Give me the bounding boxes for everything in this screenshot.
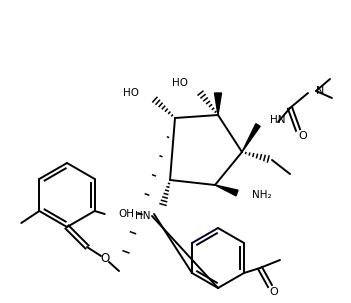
Text: O: O [270,287,278,297]
Text: O: O [100,252,110,265]
Text: NH₂: NH₂ [252,190,272,200]
Text: HN: HN [134,211,150,221]
Text: HO: HO [123,88,139,98]
Polygon shape [215,185,238,196]
Polygon shape [242,124,260,152]
Text: N: N [316,86,324,96]
Text: HO: HO [172,78,188,88]
Text: HN: HN [270,115,285,125]
Text: OH: OH [119,209,135,219]
Polygon shape [214,93,221,115]
Text: O: O [299,131,307,141]
